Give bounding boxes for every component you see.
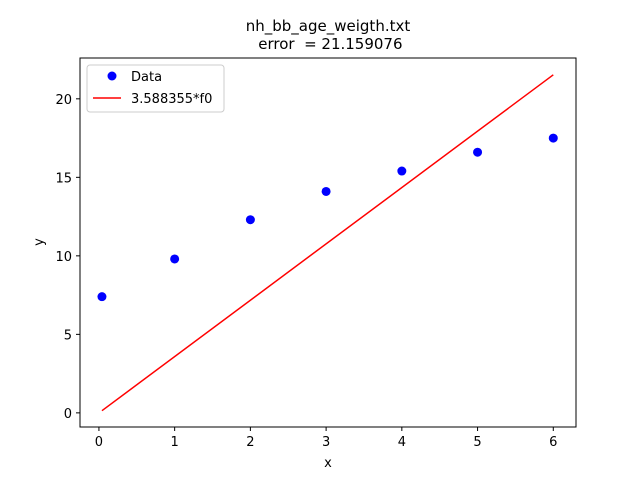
legend-box [86,64,225,113]
y-tick-label: 15 [55,171,72,186]
data-point [97,292,107,302]
data-point [473,147,483,157]
plot-frame [79,57,577,428]
legend: Data 3.588355*f0 [86,64,225,113]
data-point [245,215,255,225]
chart-title: nh_bb_age_weigth.txt [246,17,411,36]
y-tick-label: 10 [55,250,72,265]
fit-line [101,74,554,412]
x-tick-label: 3 [322,435,330,450]
x-tick-label: 4 [398,435,406,450]
legend-label-data: Data [131,70,162,85]
data-point [321,186,331,196]
series-layer [97,74,558,412]
data-point [397,166,407,176]
x-tick-label: 5 [473,435,481,450]
x-tick-label: 6 [549,435,557,450]
data-point [170,254,180,264]
x-tick-label: 0 [95,435,103,450]
legend-marker-data [107,71,117,81]
y-tick-label: 5 [64,328,72,343]
data-point [548,133,558,143]
y-tick-label: 20 [55,93,72,108]
x-axis-label: x [324,456,332,471]
ticks-layer: 0 1 2 3 4 5 6 0 5 10 15 20 [55,93,557,450]
chart-subtitle: error = 21.159076 [253,35,402,53]
legend-label-fit: 3.588355*f0 [131,92,212,107]
x-tick-label: 1 [171,435,179,450]
y-axis-label: y [32,238,47,246]
y-tick-label: 0 [64,407,72,422]
x-tick-label: 2 [246,435,254,450]
